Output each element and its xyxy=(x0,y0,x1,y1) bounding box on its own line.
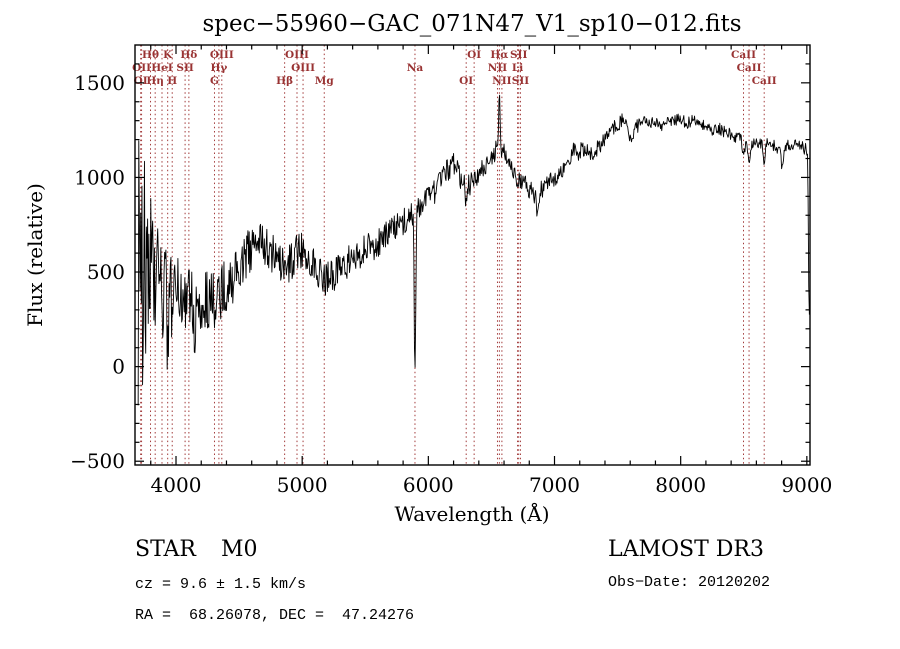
spectral-line-label: Na xyxy=(407,62,424,74)
x-tick-label: 6000 xyxy=(403,473,454,497)
spectral-line-label: OIII xyxy=(291,62,315,74)
spectral-line-label: Hβ xyxy=(276,75,293,87)
y-axis-label: Flux (relative) xyxy=(23,183,47,327)
survey-text: LAMOST DR3 xyxy=(608,537,764,562)
spectral-line-label: Hη xyxy=(146,75,164,87)
cz-text: cz = 9.6 ± 1.5 km/s xyxy=(135,576,306,593)
plot-title: spec−55960−GAC_071N47_V1_sp10−012.fits xyxy=(202,11,741,37)
spectral-line-label: Hα xyxy=(490,49,508,61)
spectral-line-label: OII xyxy=(132,62,151,74)
y-tick-label: 500 xyxy=(87,260,125,284)
spectral-line-label: H xyxy=(167,75,177,87)
spectral-line-label: K xyxy=(163,49,173,61)
spectral-line-label: HeI xyxy=(151,62,173,74)
spectral-line-label: CaII xyxy=(752,75,777,87)
y-tick-label: 0 xyxy=(112,355,125,379)
spectral-line-label: OI xyxy=(467,49,481,61)
spectral-line-label: Hδ xyxy=(180,49,197,61)
spectral-line-label: OI xyxy=(134,75,148,87)
footer-annotations: STAR M0 LAMOST DR3 cz = 9.6 ± 1.5 km/s O… xyxy=(135,537,770,624)
x-tick-label: 5000 xyxy=(277,473,328,497)
spectral-line-label: Mg xyxy=(315,75,335,87)
spectral-line-label: Hθ xyxy=(142,49,159,61)
spectral-line-label: Hγ xyxy=(210,62,227,74)
x-tick-label: 9000 xyxy=(781,473,832,497)
spectral-line-label: CaII xyxy=(737,62,762,74)
y-tick-label: 1500 xyxy=(74,71,125,95)
plot-frame xyxy=(134,44,811,466)
x-tick-label: 7000 xyxy=(529,473,580,497)
x-tick-label: 4000 xyxy=(151,473,202,497)
y-tick-label: 1000 xyxy=(74,165,125,189)
spectral-line-label: CaII xyxy=(731,49,756,61)
classification-text: STAR xyxy=(135,537,197,562)
y-tick-label: −500 xyxy=(70,449,125,473)
spectral-line-label: SII xyxy=(512,75,529,87)
spectral-line-label: G xyxy=(210,75,219,87)
subclass-text: M0 xyxy=(221,537,258,562)
x-axis-label: Wavelength (Å) xyxy=(394,501,549,526)
coords-text: RA = 68.26078, DEC = 47.24276 xyxy=(135,607,414,624)
spectral-line-label: NII xyxy=(492,75,512,87)
spectral-line-label: OI xyxy=(459,75,473,87)
spectral-line-label: NII xyxy=(488,62,508,74)
spectral-line-label: SII xyxy=(176,62,193,74)
plot-area: OIOIIHθHηHeIKHSIIHδGHγOIIIHβOIIIOIIIMgNa… xyxy=(70,45,832,497)
spectral-line-label: OIII xyxy=(285,49,309,61)
spectral-line-label: Li xyxy=(512,62,523,74)
x-tick-label: 8000 xyxy=(655,473,706,497)
obs-date-text: Obs−Date: 20120202 xyxy=(608,574,770,591)
spectral-line-label: SII xyxy=(510,49,527,61)
spectrum-trace xyxy=(137,94,810,406)
spectral-line-label: OIII xyxy=(210,49,234,61)
